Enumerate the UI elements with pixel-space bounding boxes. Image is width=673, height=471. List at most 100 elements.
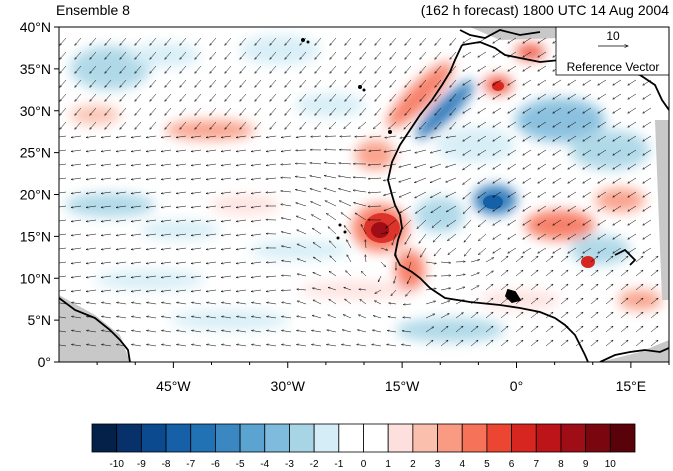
wind-vector bbox=[430, 177, 442, 183]
wind-vector bbox=[560, 256, 568, 263]
wind-vector bbox=[236, 289, 247, 291]
wind-vector bbox=[450, 79, 457, 87]
wind-vector bbox=[206, 163, 217, 165]
wind-vector bbox=[590, 270, 598, 277]
wind-vector bbox=[373, 316, 382, 319]
wind-vector bbox=[339, 201, 352, 207]
wind-vector bbox=[135, 93, 142, 101]
wind-vector bbox=[59, 191, 67, 194]
wind-vector bbox=[176, 289, 187, 291]
lat-tick-label: 40°N bbox=[20, 19, 51, 35]
wind-vector bbox=[635, 270, 643, 277]
lat-tick-label: 35°N bbox=[20, 61, 51, 77]
colorbar-label: 6 bbox=[509, 459, 515, 470]
wind-vector bbox=[635, 256, 643, 263]
wind-vector bbox=[176, 233, 187, 235]
wind-vector bbox=[191, 233, 202, 235]
wind-vector bbox=[515, 298, 523, 305]
wind-vector bbox=[101, 316, 112, 319]
wind-vector bbox=[191, 261, 202, 263]
wind-vector bbox=[59, 219, 67, 222]
wind-vector bbox=[240, 93, 247, 101]
wind-vector bbox=[353, 202, 367, 207]
wind-vector bbox=[430, 163, 442, 168]
shade-blob bbox=[295, 93, 365, 117]
wind-vector bbox=[146, 289, 157, 291]
wind-vector bbox=[361, 271, 367, 277]
coast-gulf-guinea bbox=[599, 347, 669, 362]
wind-vector bbox=[296, 330, 307, 333]
wind-vector bbox=[206, 261, 217, 263]
wind-vector bbox=[195, 51, 202, 59]
wind-vector bbox=[86, 302, 97, 305]
wind-vector bbox=[296, 344, 307, 347]
reference-vector-box bbox=[555, 27, 669, 76]
colorbar-label: 3 bbox=[435, 459, 441, 470]
colorbar-swatch bbox=[239, 423, 266, 453]
wind-vector bbox=[161, 289, 172, 291]
wind-vector bbox=[146, 135, 157, 137]
island bbox=[336, 236, 340, 240]
wind-vector bbox=[605, 270, 613, 277]
wind-vector bbox=[440, 313, 449, 319]
wind-vector bbox=[135, 51, 142, 59]
wind-vector bbox=[383, 191, 397, 195]
wind-vector bbox=[583, 233, 592, 239]
colorbar-swatch bbox=[585, 423, 611, 453]
wind-vector bbox=[605, 326, 613, 333]
wind-vector bbox=[583, 107, 592, 113]
wind-vector bbox=[116, 330, 127, 333]
wind-vector bbox=[545, 256, 553, 263]
wind-vector bbox=[270, 79, 277, 87]
latitude-axis: 40°N 35°N 30°N 25°N 20°N 15°N 10°N 5°N 0° bbox=[20, 19, 59, 370]
wind-vector bbox=[508, 93, 517, 99]
wind-vector bbox=[255, 107, 262, 115]
wind-vector bbox=[161, 233, 172, 235]
wind-vector bbox=[86, 135, 97, 137]
wind-vector bbox=[90, 107, 97, 115]
wind-vector bbox=[560, 270, 568, 277]
shade-blob bbox=[170, 310, 290, 330]
wind-vector bbox=[71, 344, 82, 347]
wind-vector bbox=[628, 107, 637, 113]
wind-vector bbox=[478, 177, 487, 184]
wind-vector bbox=[508, 191, 517, 197]
wind-vector bbox=[60, 51, 67, 59]
colorbar-swatch bbox=[461, 423, 488, 453]
coast-lake bbox=[614, 248, 637, 266]
wind-vector bbox=[281, 275, 292, 276]
wind-vector bbox=[553, 121, 562, 127]
wind-vector bbox=[553, 205, 562, 211]
wind-vector bbox=[161, 191, 172, 193]
mask-east bbox=[655, 120, 669, 300]
wind-vector bbox=[463, 121, 472, 127]
wind-vector bbox=[101, 330, 112, 333]
wind-vector bbox=[523, 191, 532, 197]
wind-vector bbox=[650, 284, 658, 291]
wind-vector bbox=[530, 340, 538, 347]
wind-vector bbox=[635, 312, 643, 319]
wind-vector bbox=[530, 326, 538, 333]
wind-vector bbox=[297, 244, 307, 249]
wind-vector bbox=[628, 177, 637, 183]
wind-vector bbox=[251, 177, 262, 179]
wind-vector bbox=[523, 233, 532, 239]
wind-vector bbox=[116, 205, 127, 207]
wind-vector bbox=[360, 51, 367, 59]
wind-vector bbox=[330, 107, 337, 115]
shade-blob bbox=[65, 193, 155, 217]
wind-vector bbox=[598, 219, 607, 225]
wind-vector bbox=[613, 219, 622, 225]
wind-vector bbox=[583, 219, 592, 225]
wind-vector bbox=[135, 37, 142, 45]
wind-vector bbox=[71, 275, 82, 277]
wind-vector bbox=[236, 316, 247, 319]
wind-vector bbox=[236, 233, 247, 235]
colorbar-label: 5 bbox=[484, 459, 490, 470]
wind-vector bbox=[515, 312, 523, 319]
wind-vector bbox=[470, 286, 479, 291]
wind-vector bbox=[478, 135, 487, 141]
wind-vector bbox=[478, 247, 487, 255]
wind-vector bbox=[270, 107, 277, 115]
wind-vector bbox=[236, 205, 247, 207]
